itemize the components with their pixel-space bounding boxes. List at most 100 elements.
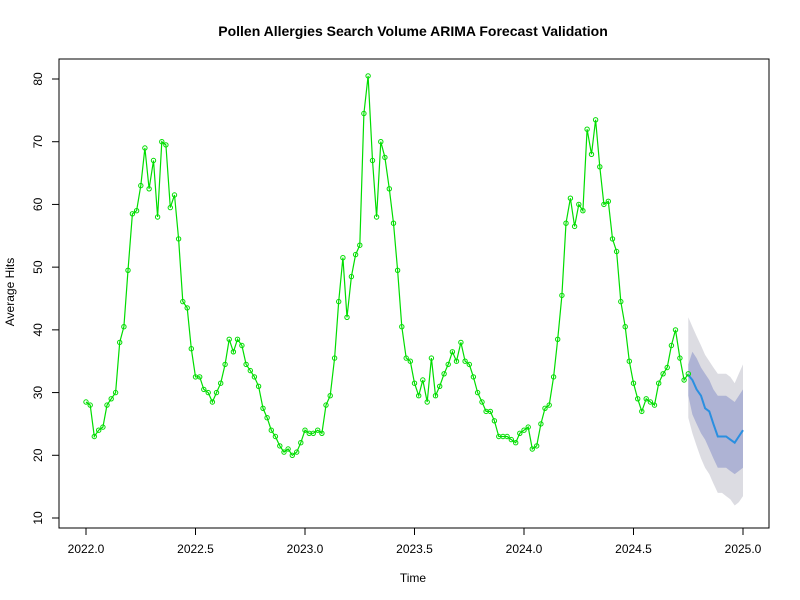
observed-point bbox=[323, 402, 329, 408]
observed-point bbox=[394, 267, 401, 273]
observed-point bbox=[315, 427, 321, 433]
observed-point bbox=[407, 358, 413, 364]
observed-point bbox=[588, 151, 595, 158]
observed-point bbox=[555, 336, 561, 342]
y-tick-label: 30 bbox=[31, 386, 45, 400]
observed-point bbox=[546, 402, 552, 408]
observed-point bbox=[302, 427, 308, 433]
observed-point bbox=[576, 201, 582, 208]
observed-point bbox=[226, 336, 232, 342]
observed-point bbox=[281, 449, 287, 455]
observed-point bbox=[538, 421, 544, 427]
observed-point bbox=[146, 186, 152, 192]
observed-point bbox=[369, 157, 376, 164]
observed-point bbox=[310, 430, 316, 436]
observed-point bbox=[357, 242, 363, 248]
y-tick-label: 10 bbox=[31, 511, 45, 525]
observed-point bbox=[622, 324, 628, 330]
observed-point bbox=[222, 361, 228, 368]
observed-point bbox=[209, 399, 216, 405]
observed-point bbox=[437, 383, 443, 389]
observed-point bbox=[504, 433, 510, 440]
observed-point bbox=[584, 126, 590, 132]
observed-point bbox=[513, 440, 519, 446]
observed-point bbox=[230, 349, 237, 355]
observed-point bbox=[327, 393, 333, 399]
observed-point bbox=[104, 402, 110, 408]
observed-point bbox=[268, 427, 274, 433]
y-axis-label: Average Hits bbox=[3, 258, 17, 326]
observed-point bbox=[470, 374, 477, 380]
observed-point bbox=[605, 198, 611, 205]
observed-point bbox=[285, 446, 291, 452]
observed-point bbox=[150, 157, 157, 164]
observed-point bbox=[159, 139, 165, 145]
observed-point bbox=[361, 110, 367, 117]
series-points bbox=[83, 73, 691, 458]
observed-point bbox=[197, 374, 203, 380]
observed-point bbox=[83, 399, 89, 405]
observed-point bbox=[264, 415, 270, 421]
observed-point bbox=[651, 402, 658, 408]
observed-point bbox=[630, 380, 637, 386]
observed-point bbox=[487, 408, 493, 415]
observed-point bbox=[656, 380, 662, 386]
observed-point bbox=[466, 361, 472, 368]
observed-point bbox=[365, 73, 371, 79]
observed-point bbox=[336, 298, 342, 305]
observed-point bbox=[416, 393, 422, 399]
forecast-line bbox=[687, 374, 744, 445]
observed-point bbox=[205, 389, 211, 396]
observed-point bbox=[660, 371, 666, 377]
observed-point bbox=[474, 389, 481, 396]
y-tick-label: 70 bbox=[31, 135, 45, 149]
observed-point bbox=[529, 446, 535, 452]
observed-point bbox=[171, 192, 178, 198]
observed-point bbox=[96, 427, 102, 433]
y-tick-label: 50 bbox=[31, 260, 45, 274]
observed-point bbox=[571, 223, 578, 230]
observed-point bbox=[508, 436, 514, 443]
observed-point bbox=[592, 117, 599, 123]
observed-point bbox=[218, 380, 224, 386]
observed-point bbox=[390, 220, 397, 226]
observed-point bbox=[239, 342, 245, 349]
y-tick-label: 80 bbox=[31, 72, 45, 86]
observed-point bbox=[331, 355, 338, 361]
observed-point bbox=[550, 374, 557, 380]
observed-point bbox=[243, 361, 249, 368]
plot-frame bbox=[58, 58, 770, 529]
observed-point bbox=[133, 208, 140, 214]
x-tick-label: 2022.0 bbox=[68, 542, 105, 556]
x-tick-label: 2023.0 bbox=[287, 542, 324, 556]
observed-point bbox=[479, 399, 485, 405]
y-tick-label: 40 bbox=[31, 323, 45, 337]
chart-title: Pollen Allergies Search Volume ARIMA For… bbox=[218, 23, 608, 39]
observed-point bbox=[251, 374, 258, 380]
observed-point bbox=[175, 236, 182, 242]
observed-point bbox=[639, 408, 645, 415]
observed-point bbox=[340, 255, 346, 261]
series-lines bbox=[85, 75, 744, 457]
observed-point bbox=[534, 443, 540, 449]
observed-point bbox=[129, 211, 136, 217]
observed-point bbox=[180, 298, 186, 305]
observed-point bbox=[601, 201, 607, 208]
observed-point bbox=[685, 371, 691, 377]
x-axis: 2022.0 2022.5 2023.0 2023.5 2024.0 2024.5 2025… bbox=[68, 527, 762, 556]
x-tick-label: 2024.0 bbox=[506, 542, 543, 556]
observed-point bbox=[255, 383, 262, 389]
observed-point bbox=[201, 386, 207, 393]
observed-point bbox=[184, 305, 190, 311]
observed-point bbox=[420, 377, 426, 383]
observed-point bbox=[613, 248, 620, 255]
observed-point bbox=[188, 346, 195, 352]
observed-point bbox=[542, 405, 548, 411]
y-tick-label: 60 bbox=[31, 197, 45, 211]
observed-point bbox=[453, 358, 460, 364]
observed-point bbox=[167, 204, 174, 211]
observed-point bbox=[272, 433, 279, 440]
x-tick-label: 2025.0 bbox=[725, 542, 762, 556]
observed-point bbox=[626, 358, 632, 364]
